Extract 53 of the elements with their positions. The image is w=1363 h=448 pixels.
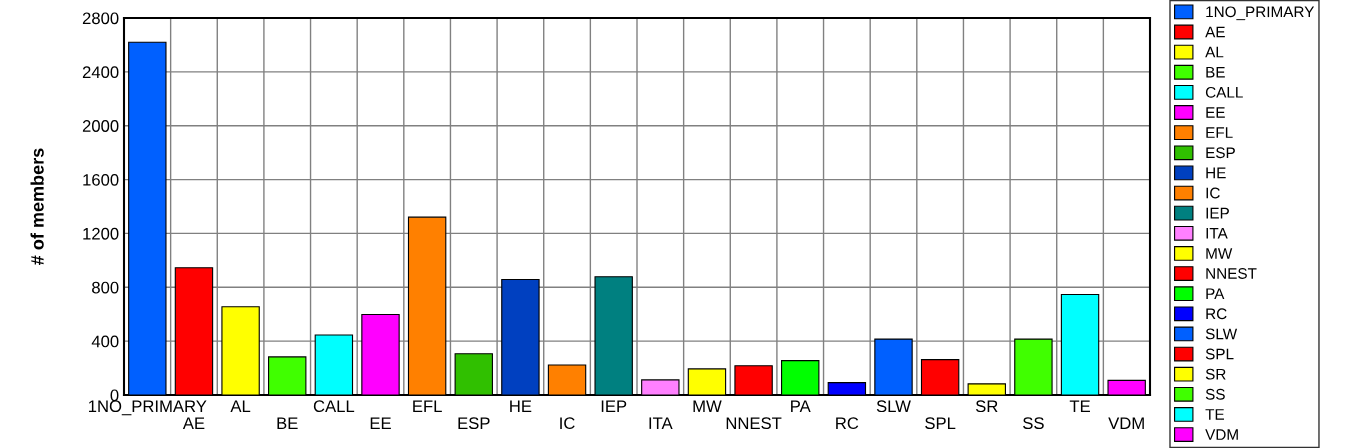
y-tick-label: 800 xyxy=(92,281,119,294)
legend-label: PA xyxy=(1206,288,1225,299)
x-tick-label: HE xyxy=(510,400,532,412)
x-tick-label: 1NO_PRIMARY xyxy=(89,400,207,416)
legend-label: RC xyxy=(1206,308,1227,320)
x-tick-label: EE xyxy=(370,417,391,429)
y-tick-label: 0 xyxy=(110,389,119,402)
legend-label: IC xyxy=(1206,187,1220,199)
x-tick-label: EFL xyxy=(413,400,442,412)
legend-label: CALL xyxy=(1205,86,1243,98)
y-tick-label: 2000 xyxy=(82,120,119,132)
legend-label: AE xyxy=(1205,26,1225,38)
y-tick-label: 2800 xyxy=(82,12,119,25)
x-tick-label: NNEST xyxy=(726,417,782,430)
legend-label: EE xyxy=(1206,107,1225,118)
x-tick-label: MW xyxy=(693,400,722,412)
legend-label: HE xyxy=(1206,167,1226,179)
legend-label: SS xyxy=(1205,388,1225,400)
x-tick-label: SR xyxy=(975,400,998,413)
legend-label: VDM xyxy=(1205,429,1238,440)
legend-label: 1NO_PRIMARY xyxy=(1206,6,1315,21)
y-axis-title: # of members xyxy=(30,148,44,265)
legend-label: SLW xyxy=(1205,328,1238,340)
legend-label: EFL xyxy=(1206,127,1233,138)
x-tick-label: VDM xyxy=(1108,417,1144,429)
legend-label: ITA xyxy=(1206,228,1228,239)
x-tick-label: PA xyxy=(791,400,811,412)
legend-label: TE xyxy=(1205,409,1225,420)
x-tick-label: IEP xyxy=(601,400,627,412)
legend-label: ESP xyxy=(1206,147,1235,159)
x-tick-label: TE xyxy=(1069,400,1090,412)
x-tick-label: SLW xyxy=(876,400,911,413)
x-tick-label: ESP xyxy=(458,417,490,430)
legend-label: NNEST xyxy=(1206,268,1257,279)
x-tick-label: SPL xyxy=(925,417,956,430)
x-tick-label: CALL xyxy=(313,400,355,413)
y-tick-label: 2400 xyxy=(82,66,119,79)
legend-label: MW xyxy=(1206,248,1233,259)
x-tick-label: SS xyxy=(1023,417,1044,430)
y-tick-label: 1200 xyxy=(83,227,119,240)
x-tick-label: ITA xyxy=(649,417,673,429)
legend-label: SPL xyxy=(1205,348,1234,360)
x-tick-label: BE xyxy=(277,417,298,429)
x-tick-label: AE xyxy=(182,417,205,429)
x-tick-label: RC xyxy=(836,417,859,430)
legend-label: IEP xyxy=(1206,207,1229,219)
legend-label: AL xyxy=(1205,46,1224,58)
legend-label: SR xyxy=(1205,368,1226,380)
x-tick-label: IC xyxy=(560,417,575,430)
y-tick-label: 400 xyxy=(91,335,119,348)
legend-label: BE xyxy=(1206,66,1225,78)
x-tick-label: AL xyxy=(230,400,251,412)
y-tick-label: 1600 xyxy=(83,173,119,186)
